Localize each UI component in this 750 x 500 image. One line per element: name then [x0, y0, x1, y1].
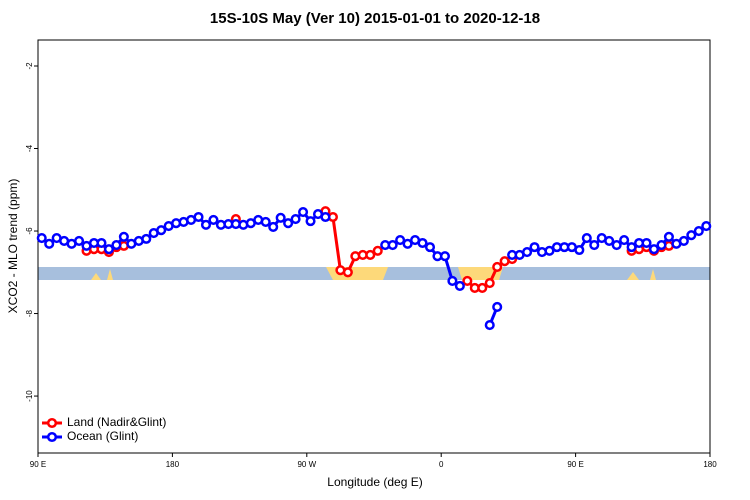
data-point	[656, 240, 667, 251]
legend-marker	[46, 417, 58, 429]
data-point	[492, 261, 503, 272]
data-point	[484, 277, 495, 289]
data-point	[141, 233, 152, 244]
data-point	[529, 242, 540, 253]
data-point	[477, 282, 488, 294]
y-tick-label: -10	[25, 390, 34, 402]
legend-label: Land (Nadir&Glint)	[67, 415, 166, 429]
data-point	[290, 214, 301, 225]
data-point	[447, 275, 458, 287]
data-point	[402, 238, 413, 249]
data-point	[96, 237, 107, 249]
data-point	[74, 235, 85, 246]
data-point	[574, 244, 585, 256]
y-tick-label: -4	[25, 144, 34, 152]
data-point	[454, 280, 465, 291]
data-point	[604, 235, 615, 246]
x-tick-label: 90 E	[30, 460, 46, 469]
y-axis-label: XCO2 - MLO trend (ppm)	[6, 179, 20, 314]
data-point	[648, 244, 660, 255]
data-point	[626, 242, 637, 253]
data-point	[44, 238, 55, 249]
data-point	[663, 231, 674, 242]
data-point	[298, 206, 309, 218]
y-tick-label: -2	[25, 62, 34, 70]
surface-mask	[38, 267, 710, 280]
data-point	[439, 251, 450, 262]
chart-title: 15S-10S May (Ver 10) 2015-01-01 to 2020-…	[210, 10, 540, 27]
plot-frame	[37, 39, 711, 454]
data-point	[581, 232, 592, 244]
data-point	[283, 218, 294, 229]
data-point	[492, 301, 503, 312]
x-tick-label: 180	[703, 460, 717, 469]
data-point	[462, 275, 473, 287]
data-point	[619, 235, 630, 246]
data-point	[544, 245, 555, 256]
data-point	[275, 212, 286, 223]
data-point	[118, 231, 129, 242]
data-point	[686, 230, 697, 241]
data-point	[111, 240, 122, 251]
y-tick-label: -8	[25, 309, 34, 317]
data-point	[320, 211, 331, 223]
x-tick-label: 90 E	[567, 460, 583, 469]
data-point	[678, 235, 689, 246]
data-point	[260, 216, 271, 228]
data-point	[193, 211, 204, 223]
data-point	[387, 240, 398, 251]
data-point	[36, 232, 47, 244]
x-axis-label: Longitude (deg E)	[327, 475, 422, 489]
data-point	[701, 221, 712, 232]
data-point	[522, 247, 533, 258]
legend-label: Ocean (Glint)	[67, 429, 138, 443]
data-point	[693, 225, 704, 237]
data-point	[424, 242, 436, 253]
y-tick-label: -6	[25, 227, 34, 235]
data-point	[103, 244, 114, 255]
legend: Land (Nadir&Glint)Ocean (Glint)	[42, 415, 166, 443]
data-point	[641, 237, 652, 249]
x-tick-label: 0	[439, 460, 444, 469]
legend-marker	[46, 431, 58, 443]
data-point	[372, 245, 383, 256]
data-point	[611, 240, 622, 251]
data-point	[305, 216, 316, 227]
data-point	[342, 267, 353, 278]
x-tick-label: 90 W	[297, 460, 316, 469]
data-point	[484, 320, 495, 331]
data-point	[417, 237, 428, 249]
data-point	[208, 214, 219, 225]
data-point	[268, 221, 279, 232]
data-point	[365, 249, 376, 261]
data-point	[200, 219, 212, 230]
data-point	[395, 235, 406, 246]
data-point	[156, 225, 167, 236]
data-point	[589, 240, 600, 251]
x-tick-label: 180	[166, 460, 180, 469]
